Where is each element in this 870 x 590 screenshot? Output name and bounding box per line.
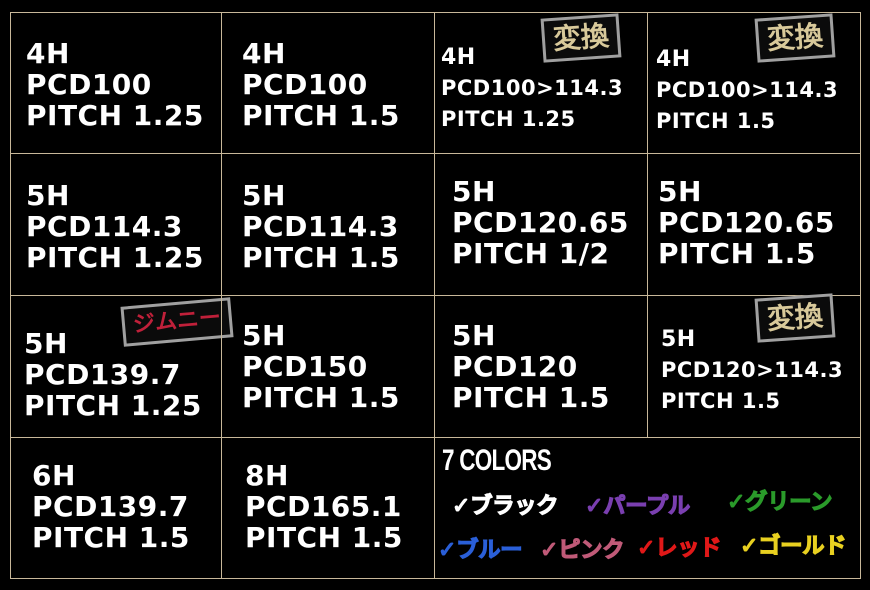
- color-option: ✓ピンク: [539, 537, 625, 563]
- pitch-value: PITCH 1.5: [452, 381, 610, 414]
- color-option: ✓グリーン: [726, 489, 833, 515]
- pcd-value: PCD165.1: [245, 490, 402, 523]
- spec-text: 4H PCD100>114.3 PITCH 1.5: [656, 44, 838, 137]
- hole-count: 5H: [242, 319, 286, 352]
- hole-count: 4H: [441, 45, 476, 70]
- colors-cell: [434, 437, 861, 579]
- spec-text: 5H PCD114.3 PITCH 1.25: [26, 180, 204, 273]
- pitch-value: PITCH 1.25: [26, 241, 204, 274]
- hole-count: 4H: [656, 47, 691, 72]
- color-option: ✓ゴールド: [739, 533, 847, 559]
- spec-text: 4H PCD100 PITCH 1.25: [26, 38, 204, 131]
- pitch-value: PITCH 1.25: [24, 389, 202, 422]
- pcd-value: PCD139.7: [32, 490, 189, 523]
- spec-text: 5H PCD120.65 PITCH 1/2: [452, 176, 629, 269]
- hole-count: 5H: [24, 327, 68, 360]
- pitch-value: PITCH 1.5: [656, 109, 776, 133]
- color-option: ✓ブラック: [451, 493, 559, 519]
- pitch-value: PITCH 1.5: [242, 381, 400, 414]
- pcd-value: PCD114.3: [242, 210, 399, 243]
- hole-count: 5H: [661, 327, 696, 352]
- hole-count: 5H: [242, 179, 286, 212]
- pcd-value: PCD100>114.3: [441, 76, 624, 100]
- hole-count: 8H: [245, 459, 289, 492]
- color-option: ✓パープル: [584, 493, 691, 519]
- pitch-value: PITCH 1.5: [661, 389, 781, 413]
- pcd-value: PCD100: [26, 68, 152, 101]
- hole-count: 5H: [452, 175, 496, 208]
- hole-count: 4H: [242, 37, 286, 70]
- pcd-value: PCD120.65: [452, 206, 629, 239]
- hole-count: 5H: [658, 175, 702, 208]
- pitch-value: PITCH 1.5: [32, 521, 190, 554]
- pcd-value: PCD150: [242, 350, 368, 383]
- spec-text: 4H PCD100>114.3 PITCH 1.25: [441, 42, 623, 135]
- spec-text: 5H PCD120.65 PITCH 1.5: [658, 176, 835, 269]
- pitch-value: PITCH 1/2: [452, 237, 610, 270]
- pcd-value: PCD100>114.3: [656, 78, 839, 102]
- conversion-badge: 変換: [754, 13, 836, 63]
- pitch-value: PITCH 1.5: [245, 521, 403, 554]
- spec-text: 5H PCD150 PITCH 1.5: [242, 320, 400, 413]
- pitch-value: PITCH 1.5: [242, 99, 400, 132]
- colors-title: 7 COLORS: [442, 444, 552, 477]
- spec-text: 5H PCD120 PITCH 1.5: [452, 320, 610, 413]
- color-option: ✓ブルー: [437, 537, 523, 563]
- conversion-badge: 変換: [754, 293, 836, 343]
- pitch-value: PITCH 1.25: [441, 107, 576, 131]
- color-option: ✓レッド: [636, 535, 722, 561]
- pcd-value: PCD139.7: [24, 358, 181, 391]
- hole-count: 5H: [26, 179, 70, 212]
- pitch-value: PITCH 1.25: [26, 99, 204, 132]
- spec-text: 8H PCD165.1 PITCH 1.5: [245, 460, 403, 553]
- pcd-value: PCD120: [452, 350, 578, 383]
- spec-text: 4H PCD100 PITCH 1.5: [242, 38, 400, 131]
- spec-text: 5H PCD114.3 PITCH 1.5: [242, 180, 400, 273]
- pcd-value: PCD114.3: [26, 210, 183, 243]
- spec-text: 6H PCD139.7 PITCH 1.5: [32, 460, 190, 553]
- conversion-badge: 変換: [540, 13, 622, 63]
- pcd-value: PCD120>114.3: [661, 358, 844, 382]
- pitch-value: PITCH 1.5: [242, 241, 400, 274]
- hole-count: 6H: [32, 459, 76, 492]
- pitch-value: PITCH 1.5: [658, 237, 816, 270]
- spec-text: 5H PCD120>114.3 PITCH 1.5: [661, 324, 843, 417]
- spec-text: 5H PCD139.7 PITCH 1.25: [24, 328, 202, 421]
- hole-count: 4H: [26, 37, 70, 70]
- pcd-value: PCD120.65: [658, 206, 835, 239]
- hole-count: 5H: [452, 319, 496, 352]
- pcd-value: PCD100: [242, 68, 368, 101]
